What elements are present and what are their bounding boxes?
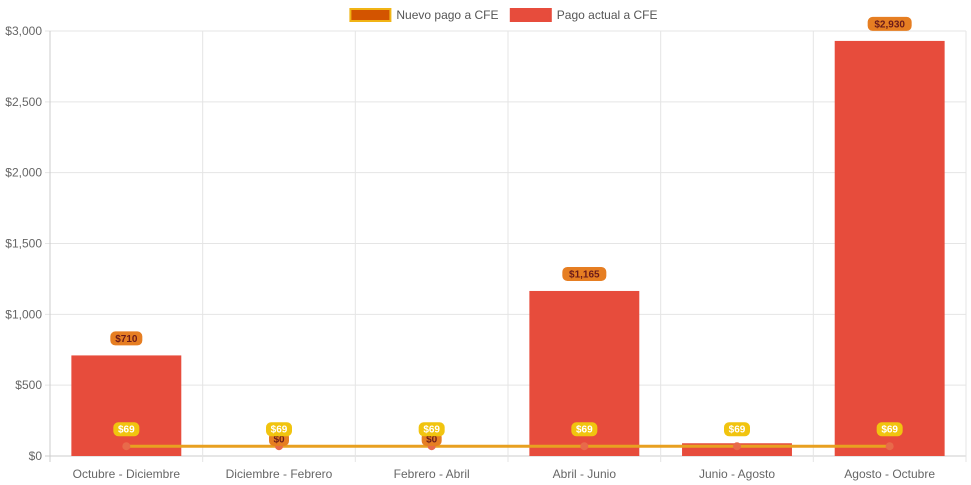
- legend-item[interactable]: Pago actual a CFE: [509, 8, 658, 22]
- line-value-label: $69: [876, 422, 903, 437]
- legend-label: Nuevo pago a CFE: [396, 8, 498, 22]
- line-value-label-text: $69: [729, 425, 746, 436]
- bar-value-label-text: $1,165: [569, 269, 600, 280]
- x-tick-label: Agosto - Octubre: [844, 467, 935, 481]
- y-tick-label: $3,000: [5, 24, 42, 38]
- line-value-label-text: $69: [881, 425, 898, 436]
- bar-value-label-text: $2,930: [874, 19, 905, 30]
- bar-value-label: $2,930: [867, 16, 912, 31]
- y-tick-label: $1,000: [5, 307, 42, 321]
- x-tick-label: Octubre - Diciembre: [73, 467, 181, 481]
- line-value-label-bg: [571, 422, 598, 437]
- bar-value-label-text: $0: [273, 435, 285, 446]
- bar[interactable]: [71, 355, 182, 456]
- data-labels: $710 $0 $0 $1,165 $2,930 $69 $69 $69 $69 $69 $69: [110, 16, 912, 446]
- y-tick-label: $2,000: [5, 166, 42, 180]
- line-point[interactable]: [885, 442, 894, 451]
- line-value-label-text: $69: [118, 425, 135, 436]
- line-point[interactable]: [122, 442, 131, 451]
- line-value-label-text: $69: [423, 425, 440, 436]
- line-point[interactable]: [733, 442, 741, 451]
- legend-swatch: [509, 8, 552, 22]
- bar-value-label-text: $710: [115, 334, 138, 345]
- bar-value-label-bg: [562, 266, 607, 281]
- legend-swatch: [349, 8, 392, 22]
- line-value-label-text: $69: [576, 425, 593, 436]
- x-tick-label: Febrero - Abril: [394, 467, 470, 481]
- line-value-label-text: $69: [271, 425, 288, 436]
- grid-lines: [45, 30, 967, 462]
- line-value-label-bg: [113, 422, 140, 437]
- y-axis: $0 $500 $1,000 $1,500 $2,000 $2,500 $3,000: [5, 24, 42, 463]
- bar-value-label-bg: [110, 331, 143, 346]
- bar-value-label-bg: [867, 16, 912, 31]
- bar-series: [71, 40, 945, 457]
- y-tick-label: $500: [15, 378, 42, 392]
- line-point[interactable]: [580, 442, 589, 451]
- legend[interactable]: Nuevo pago a CFE Pago actual a CFE: [349, 8, 658, 22]
- x-tick-label: Junio - Agosto: [699, 467, 775, 481]
- bar-value-label-text: $0: [426, 435, 438, 446]
- y-tick-label: $1,500: [5, 237, 42, 251]
- line-value-label-bg: [724, 422, 750, 437]
- line-value-label: $69: [113, 422, 140, 437]
- x-axis: Octubre - Diciembre Diciembre - Febrero Fe…: [73, 467, 936, 481]
- line-value-label: $69: [724, 422, 750, 437]
- line-value-label: $69: [571, 422, 598, 437]
- bar[interactable]: [834, 40, 945, 457]
- x-tick-label: Abril - Junio: [553, 467, 617, 481]
- legend-item[interactable]: Nuevo pago a CFE: [349, 8, 498, 22]
- y-tick-label: $2,500: [5, 95, 42, 109]
- x-tick-label: Diciembre - Febrero: [226, 467, 333, 481]
- bar-value-label: $710: [110, 331, 143, 346]
- line-value-label-bg: [876, 422, 903, 437]
- y-tick-label: $0: [29, 449, 43, 463]
- line-value-label: $69: [418, 422, 445, 437]
- bar-value-label: $1,165: [562, 266, 607, 281]
- line-value-label-bg: [418, 422, 445, 437]
- line-value-label: $69: [266, 422, 292, 437]
- legend-label: Pago actual a CFE: [557, 8, 658, 22]
- line-value-label-bg: [266, 422, 292, 437]
